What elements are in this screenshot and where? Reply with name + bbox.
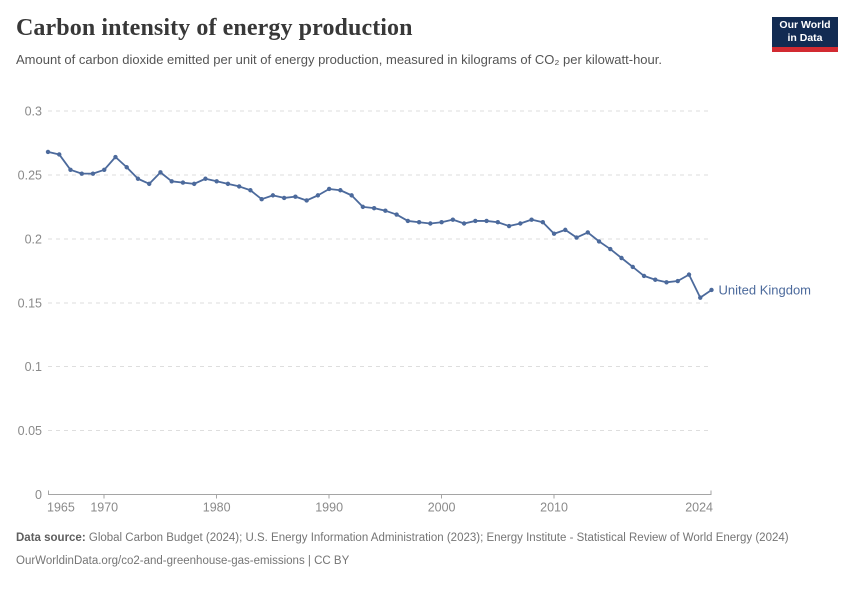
data-point[interactable] — [675, 278, 680, 284]
data-point[interactable] — [57, 152, 62, 157]
data-point[interactable] — [529, 217, 534, 222]
data-point[interactable] — [236, 184, 242, 189]
data-point[interactable] — [495, 220, 501, 225]
data-point[interactable] — [484, 218, 489, 224]
data-point[interactable] — [304, 198, 309, 203]
owid-url-link[interactable]: OurWorldinData.org/co2-and-greenhouse-ga… — [16, 554, 305, 567]
data-point[interactable] — [281, 195, 287, 201]
owid-logo-line2: in Data — [787, 32, 823, 44]
x-axis-tick-label: 1990 — [315, 501, 343, 515]
data-point[interactable] — [270, 193, 276, 198]
data-point[interactable] — [79, 171, 84, 176]
x-axis-tick-label: 2010 — [540, 501, 568, 515]
data-point[interactable] — [518, 221, 523, 226]
data-point[interactable] — [180, 180, 186, 185]
data-point[interactable] — [383, 208, 388, 213]
data-point[interactable] — [371, 205, 377, 211]
license-separator: | — [307, 554, 311, 567]
data-point[interactable] — [248, 188, 253, 193]
data-point[interactable] — [709, 287, 714, 293]
data-point[interactable] — [428, 221, 433, 226]
data-point[interactable] — [641, 273, 647, 279]
data-points — [45, 149, 714, 300]
data-point[interactable] — [225, 181, 231, 187]
data-point[interactable] — [68, 167, 73, 173]
data-point[interactable] — [191, 181, 197, 187]
data-point[interactable] — [664, 280, 669, 285]
y-axis-tick-label: 0.2 — [25, 232, 42, 246]
x-axis-tick-label: 1965 — [47, 501, 75, 515]
trend-line[interactable] — [47, 151, 713, 299]
data-point[interactable] — [416, 220, 422, 225]
y-axis-tick-label: 0 — [35, 488, 42, 502]
chart-footer: Data source: Global Carbon Budget (2024)… — [16, 531, 818, 569]
data-point[interactable] — [169, 179, 174, 184]
data-source-text: Global Carbon Budget (2024); U.S. Energy… — [88, 532, 789, 544]
data-point[interactable] — [461, 221, 467, 226]
y-axis-tick-label: 0.3 — [25, 105, 42, 119]
data-point[interactable] — [473, 218, 478, 224]
data-point[interactable] — [315, 193, 321, 198]
data-point[interactable] — [203, 176, 208, 181]
chart-header: Carbon intensity of energy production Am… — [16, 15, 750, 69]
data-point[interactable] — [293, 194, 298, 199]
data-point[interactable] — [360, 204, 366, 210]
entity-label[interactable]: United Kingdom — [719, 282, 812, 297]
data-point[interactable] — [259, 197, 264, 202]
data-point[interactable] — [540, 220, 546, 225]
owid-logo[interactable]: Our World in Data — [772, 17, 838, 52]
license-line: OurWorldinData.org/co2-and-greenhouse-ga… — [16, 554, 818, 570]
data-point[interactable] — [147, 181, 152, 187]
data-source-line: Data source: Global Carbon Budget (2024)… — [16, 531, 818, 547]
data-point[interactable] — [394, 212, 399, 217]
data-point[interactable] — [551, 231, 557, 236]
data-point[interactable] — [102, 167, 107, 173]
data-point[interactable] — [405, 218, 411, 224]
data-point[interactable] — [608, 246, 613, 252]
y-axis-tick-label: 0.15 — [18, 296, 42, 310]
data-point[interactable] — [653, 277, 658, 282]
y-axis-tick-label: 0.1 — [25, 360, 42, 374]
data-point[interactable] — [158, 170, 163, 175]
line-chart[interactable]: 0 0.05 0.1 0.15 0.2 0.25 0.3 1965 1970 1980 1990 20… — [0, 95, 850, 535]
data-point[interactable] — [506, 223, 512, 229]
data-point[interactable] — [585, 230, 590, 235]
data-point[interactable] — [450, 217, 456, 222]
page-title: Carbon intensity of energy production — [16, 15, 413, 41]
owid-logo-line1: Our World — [779, 19, 831, 31]
data-point[interactable] — [124, 165, 129, 170]
license-label: CC BY — [314, 554, 350, 567]
x-axis-tick-label: 1980 — [203, 501, 231, 515]
data-point[interactable] — [135, 176, 141, 181]
data-point[interactable] — [349, 193, 354, 198]
data-point[interactable] — [90, 171, 96, 176]
y-axis-tick-label: 0.05 — [18, 424, 42, 438]
x-axis-tick-label: 1970 — [90, 501, 118, 515]
data-point[interactable] — [439, 220, 444, 225]
data-point[interactable] — [338, 188, 343, 193]
data-point[interactable] — [686, 272, 692, 277]
x-axis-tick-label: 2024 — [685, 501, 713, 515]
page-subtitle: Amount of carbon dioxide emitted per uni… — [16, 51, 662, 67]
data-point[interactable] — [326, 186, 332, 192]
data-point[interactable] — [619, 255, 624, 261]
x-axis-tick-label: 2000 — [428, 501, 456, 515]
data-point[interactable] — [45, 149, 51, 155]
data-point[interactable] — [563, 227, 568, 233]
data-source-label: Data source: — [16, 532, 86, 544]
data-point[interactable] — [698, 295, 703, 300]
data-point[interactable] — [113, 154, 118, 160]
data-point[interactable] — [596, 239, 602, 244]
data-point[interactable] — [574, 235, 579, 240]
data-point[interactable] — [214, 179, 219, 184]
data-point[interactable] — [630, 264, 635, 270]
y-axis-tick-label: 0.25 — [18, 168, 42, 182]
